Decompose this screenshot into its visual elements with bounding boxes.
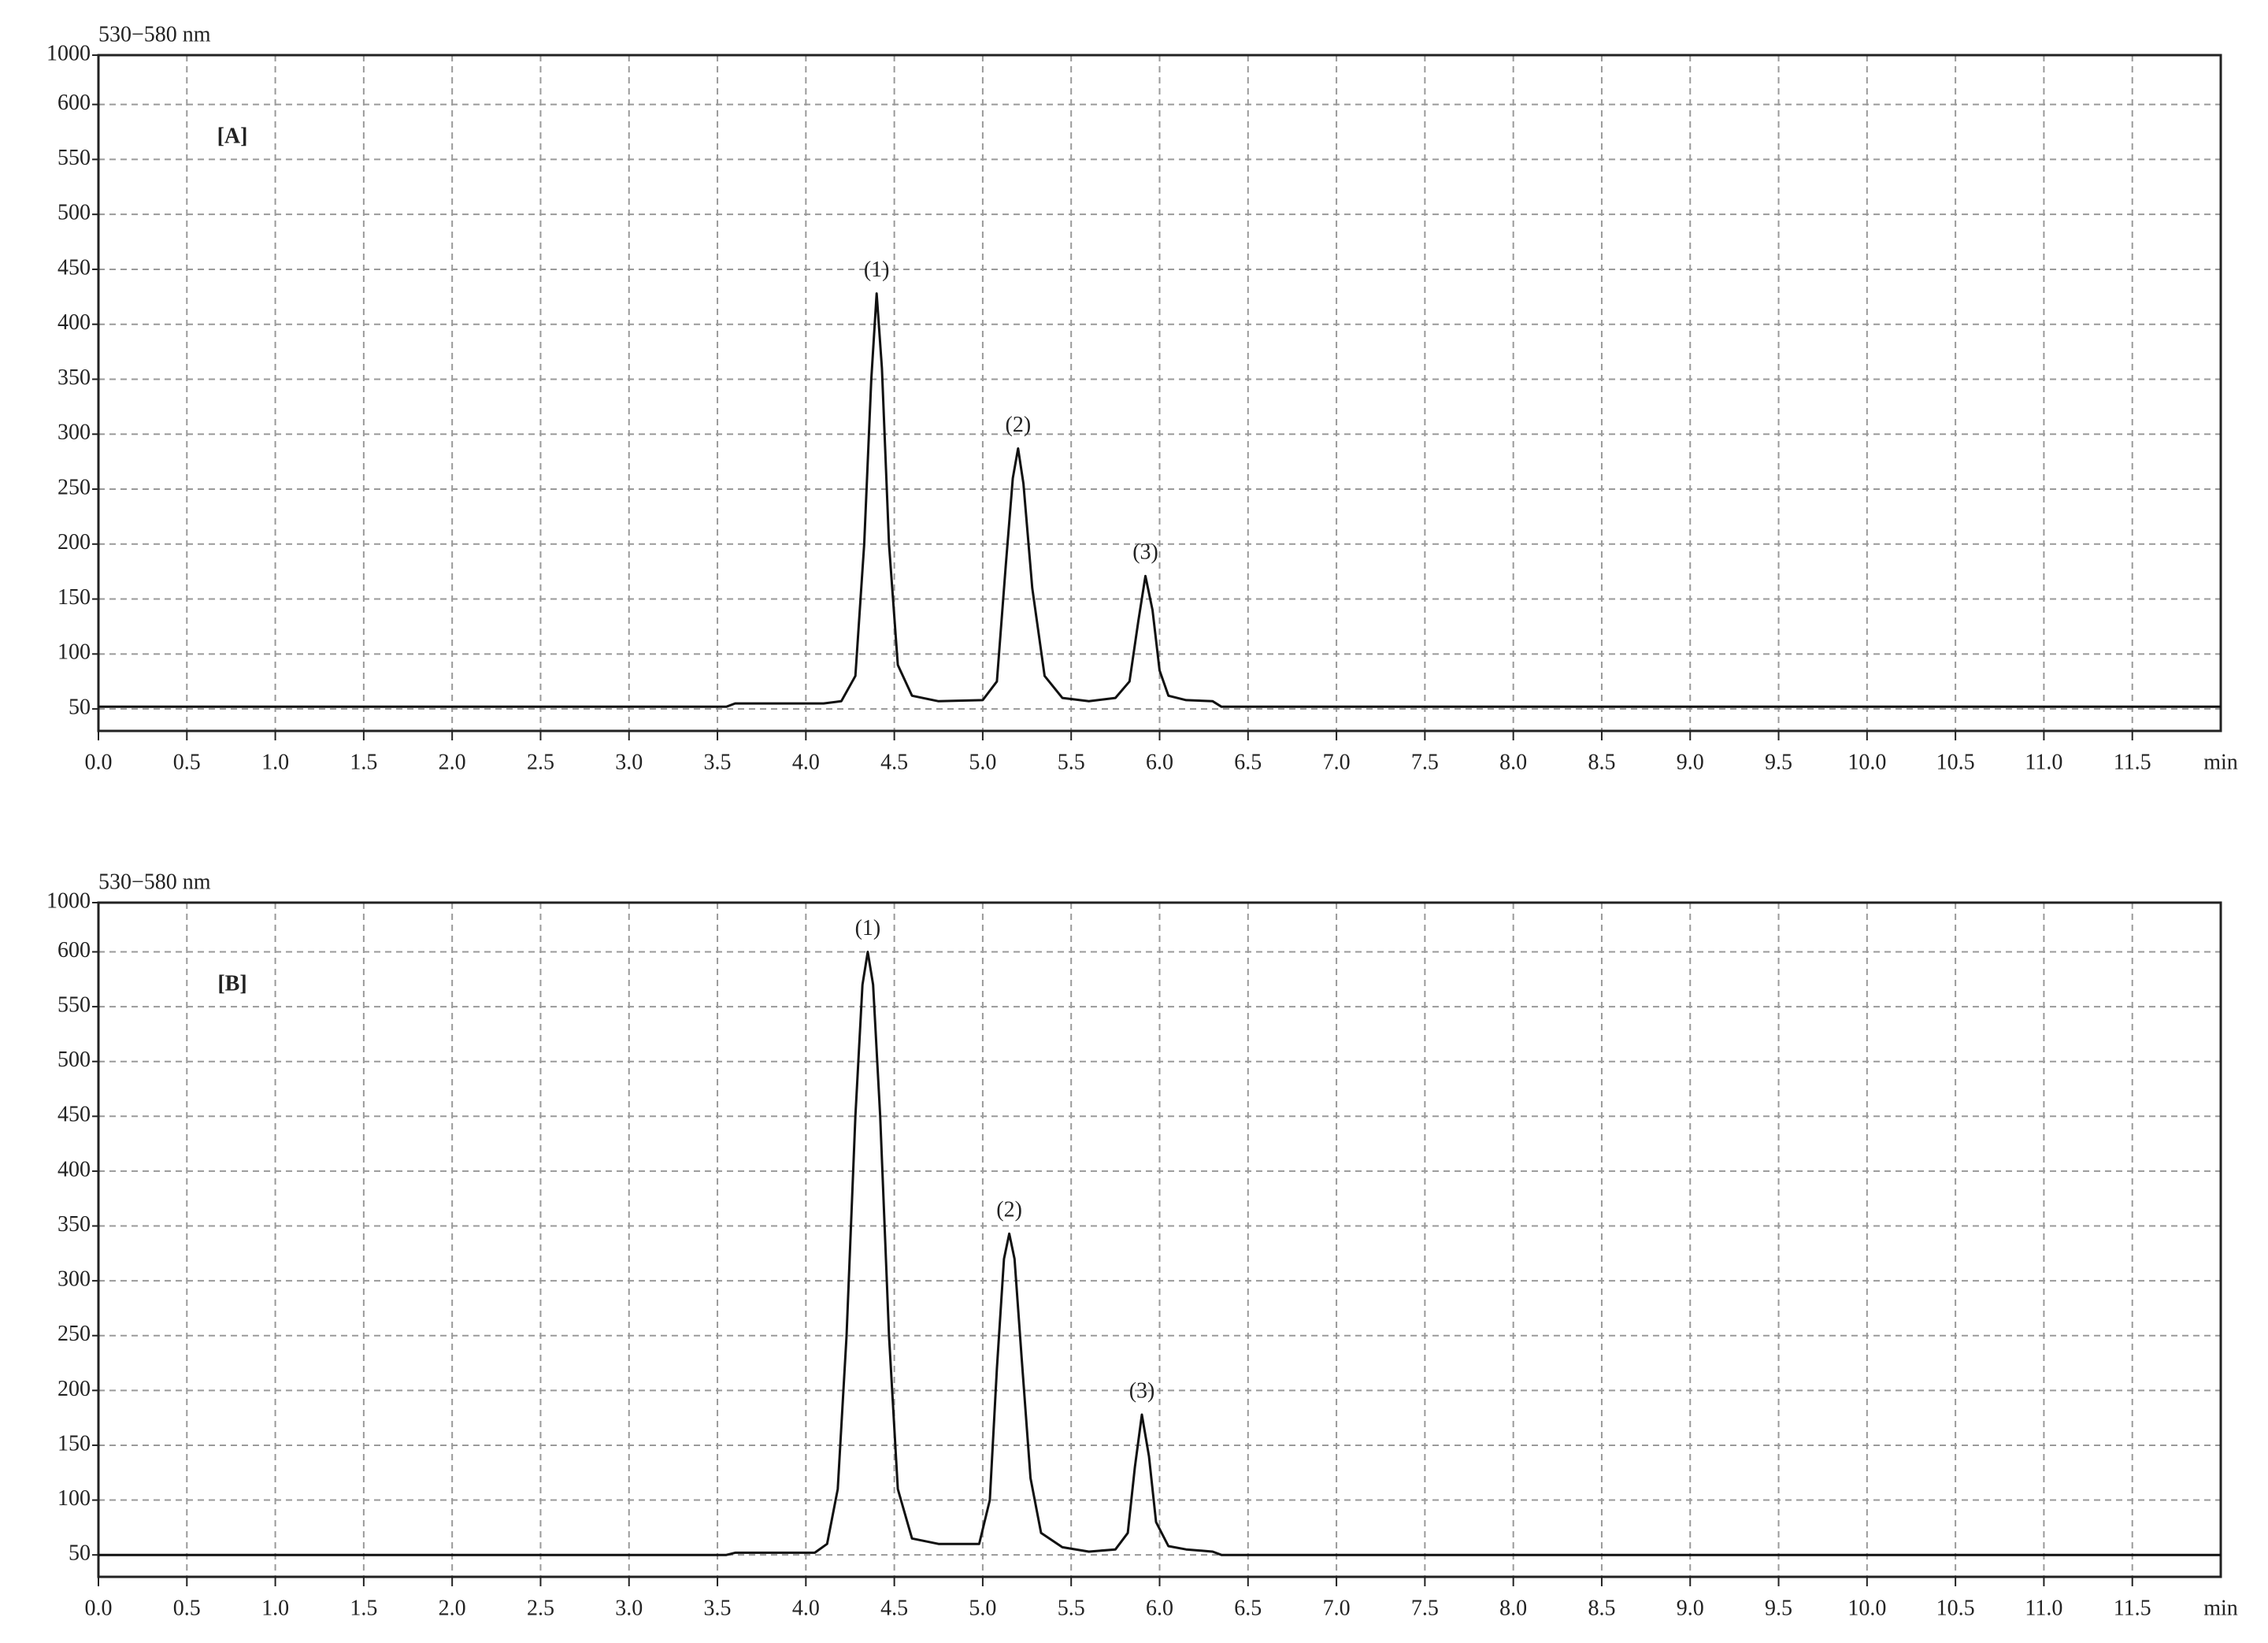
y-tick-label: 400 [57,1157,91,1181]
x-tick-label: 9.5 [1765,1596,1792,1620]
x-tick-label: 1.5 [350,1596,377,1620]
x-tick-label: 6.5 [1234,1596,1262,1620]
y-tick-label: 400 [57,310,91,335]
x-tick-label: 4.0 [792,1596,820,1620]
x-tick-label: 5.5 [1058,750,1085,774]
panel-label: [A] [217,124,248,148]
y-tick-label: 600 [57,938,91,962]
x-tick-label: 3.0 [615,750,643,774]
x-axis-label: min [2203,750,2238,774]
x-tick-label: 0.0 [85,750,113,774]
x-tick-label: 0.5 [173,750,201,774]
y-tick-label: 450 [57,255,91,280]
y-tick-label: 350 [57,1212,91,1237]
x-tick-label: 8.5 [1588,1596,1615,1620]
peak-label: (3) [1129,1378,1155,1403]
chromatogram-line [98,292,2221,708]
y-tick-label: 500 [57,1048,91,1072]
x-tick-label: 2.5 [527,1596,554,1620]
x-tick-label: 3.0 [615,1596,643,1620]
x-axis-label: min [2203,1596,2238,1620]
x-tick-label: 7.0 [1323,750,1351,774]
x-tick-label: 9.0 [1677,750,1704,774]
x-tick-label: 9.0 [1677,1596,1704,1620]
peak-label: (1) [864,258,890,282]
x-tick-label: 7.5 [1411,750,1439,774]
x-tick-label: 8.5 [1588,750,1615,774]
y-tick-label: 500 [57,201,91,225]
y-tick-label: 550 [57,993,91,1018]
y-tick-label: 1000 [46,888,91,913]
y-tick-label: 300 [57,421,91,445]
plot-frame [97,54,2222,732]
x-tick-label: 6.0 [1146,1596,1173,1620]
x-tick-label: 1.0 [261,750,289,774]
peak-label: (3) [1132,540,1158,565]
x-tick-label: 5.0 [969,1596,996,1620]
x-tick-label: 10.0 [1847,750,1886,774]
x-tick-label: 2.5 [527,750,554,774]
x-tick-label: 11.0 [2025,1596,2062,1620]
x-tick-label: 9.5 [1765,750,1792,774]
x-tick-label: 11.5 [2114,750,2151,774]
y-tick-label: 250 [57,475,91,499]
x-tick-label: 10.5 [1936,750,1975,774]
y-tick-label: 300 [57,1267,91,1292]
y-tick-label: 50 [69,1541,91,1566]
x-tick-label: 7.5 [1411,1596,1439,1620]
x-tick-label: 11.5 [2114,1596,2151,1620]
x-tick-label: 8.0 [1499,750,1527,774]
y-tick-label: 100 [57,640,91,665]
x-tick-label: 8.0 [1499,1596,1527,1620]
y-tick-label: 100 [57,1486,91,1511]
x-tick-label: 4.5 [880,1596,908,1620]
plot-frame [97,901,2222,1578]
x-tick-label: 2.0 [439,750,466,774]
x-tick-label: 4.5 [880,750,908,774]
x-tick-label: 3.5 [704,750,732,774]
x-tick-label: 0.5 [173,1596,201,1620]
x-tick-label: 5.5 [1058,1596,1085,1620]
y-tick-label: 1000 [46,41,91,65]
x-tick-label: 6.5 [1234,750,1262,774]
x-tick-label: 5.0 [969,750,996,774]
panel-label: [B] [217,971,246,996]
x-tick-label: 3.5 [704,1596,732,1620]
x-tick-label: 1.5 [350,750,377,774]
chromatogram-line [98,951,2221,1556]
x-tick-label: 10.5 [1936,1596,1975,1620]
x-tick-label: 1.0 [261,1596,289,1620]
y-tick-label: 150 [57,585,91,610]
y-tick-label: 550 [57,146,91,170]
y-tick-label: 200 [57,530,91,554]
y-tick-label: 150 [57,1431,91,1456]
x-tick-label: 0.0 [85,1596,113,1620]
y-tick-label: 250 [57,1322,91,1346]
y-tick-label: 200 [57,1377,91,1401]
x-tick-label: 4.0 [792,750,820,774]
peak-label: (2) [996,1198,1022,1222]
peak-label: (2) [1006,413,1032,437]
x-tick-label: 6.0 [1146,750,1173,774]
x-tick-label: 11.0 [2025,750,2062,774]
y-tick-label: 450 [57,1103,91,1127]
y-axis-label: 530−580 nm [98,870,211,894]
peak-label: (1) [855,916,881,940]
y-axis-label: 530−580 nm [98,22,211,46]
y-tick-label: 50 [69,695,91,720]
y-tick-label: 600 [57,91,91,115]
x-tick-label: 7.0 [1323,1596,1351,1620]
y-tick-label: 350 [57,365,91,390]
x-tick-label: 10.0 [1847,1596,1886,1620]
x-tick-label: 2.0 [439,1596,466,1620]
